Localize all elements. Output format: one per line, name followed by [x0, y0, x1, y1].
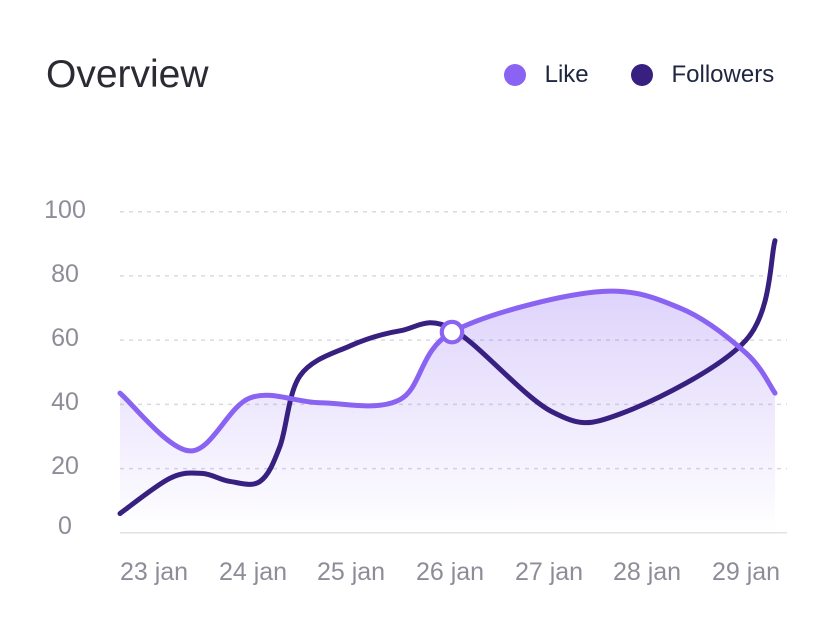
svg-text:26 jan: 26 jan — [416, 558, 484, 586]
svg-text:40: 40 — [51, 388, 79, 416]
svg-text:80: 80 — [51, 260, 79, 288]
svg-text:100: 100 — [44, 196, 86, 224]
svg-text:28 jan: 28 jan — [613, 558, 681, 586]
svg-text:25 jan: 25 jan — [317, 558, 385, 586]
svg-text:0: 0 — [58, 512, 72, 540]
svg-text:29 jan: 29 jan — [712, 558, 780, 586]
svg-text:27 jan: 27 jan — [515, 558, 583, 586]
svg-text:60: 60 — [51, 324, 79, 352]
svg-text:24 jan: 24 jan — [219, 558, 287, 586]
svg-text:23 jan: 23 jan — [120, 558, 188, 586]
svg-text:20: 20 — [51, 452, 79, 480]
